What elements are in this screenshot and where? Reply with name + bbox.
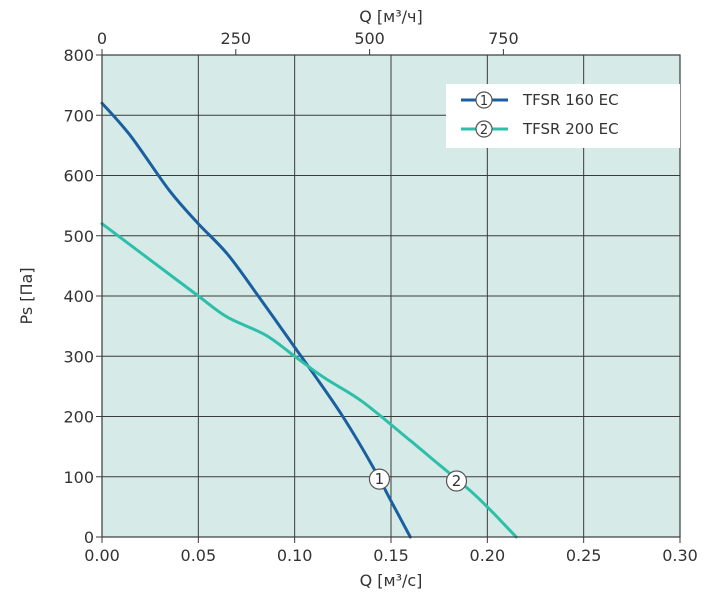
series-marker-label-2: 2 — [452, 472, 462, 490]
series-line-1 — [100, 101, 412, 539]
legend-marker-circle-2 — [475, 120, 493, 138]
legend-label-1: TFSR 160 EC — [522, 91, 619, 109]
x-tick-label-1: 0.05 — [181, 546, 217, 565]
legend-marker-label-2: 2 — [480, 123, 488, 138]
y-tick-label-5: 500 — [63, 227, 94, 246]
x-tick-label-6: 0.30 — [662, 546, 698, 565]
y-tick-label-8: 800 — [63, 46, 94, 65]
y-tick-label-7: 700 — [63, 106, 94, 125]
legend: 1 TFSR 160 EC 2 TFSR 200 EC — [446, 84, 680, 148]
y-tick-label-3: 300 — [63, 347, 94, 366]
legend-marker-circle-1 — [475, 91, 493, 109]
y-tick-label-6: 600 — [63, 167, 94, 186]
legend-entry-1: 1 TFSR 160 EC — [461, 91, 619, 109]
x2-axis-title: Q [м³/ч] — [359, 7, 423, 26]
y-tick-label-0: 0 — [84, 528, 94, 547]
x-tick-label-5: 0.25 — [566, 546, 602, 565]
series-marker-2 — [445, 470, 468, 492]
x2-tick-label-0: 0 — [97, 29, 107, 48]
y-axis-title: Ps [Па] — [17, 267, 36, 324]
series-line-2 — [100, 222, 518, 539]
x2-tick-label-2: 500 — [354, 29, 385, 48]
y-tick-label-1: 100 — [63, 468, 94, 487]
legend-entry-2: 2 TFSR 200 EC — [461, 120, 619, 138]
legend-label-2: TFSR 200 EC — [522, 120, 619, 138]
y-tick-label-2: 200 — [63, 408, 94, 427]
x-tick-label-2: 0.10 — [277, 546, 313, 565]
series-marker-1 — [368, 468, 391, 490]
x-axis-title: Q [м³/с] — [360, 571, 423, 590]
ticks: 0 100 200 300 400 500 600 700 800 0.00 0.05 0.10 0.1… — [63, 29, 697, 565]
x2-tick-label-3: 750 — [488, 29, 519, 48]
x2-tick-label-1: 250 — [221, 29, 252, 48]
y-tick-label-4: 400 — [63, 287, 94, 306]
series-marker-label-1: 1 — [375, 470, 385, 488]
x-tick-label-0: 0.00 — [84, 546, 120, 565]
x-tick-label-3: 0.15 — [373, 546, 409, 565]
legend-marker-label-1: 1 — [480, 94, 488, 109]
x-tick-label-4: 0.20 — [470, 546, 506, 565]
